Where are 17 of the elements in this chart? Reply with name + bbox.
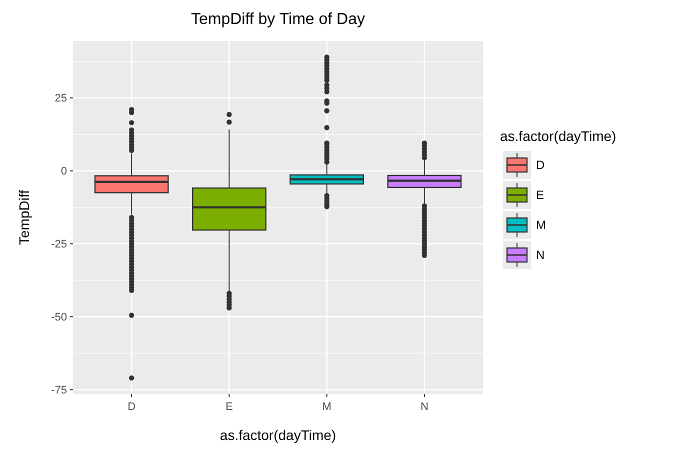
- x-tick-label: E: [226, 401, 233, 413]
- x-tick-label: D: [128, 401, 136, 413]
- x-tick-label: N: [420, 401, 428, 413]
- legend-label: D: [536, 158, 545, 172]
- y-tick-label: -50: [51, 312, 67, 324]
- y-tick-label: -25: [51, 238, 67, 251]
- chart-title: TempDiff by Time of Day: [191, 11, 365, 28]
- y-axis-title: TempDiff: [16, 190, 32, 245]
- y-tick-label: 0: [60, 166, 67, 178]
- x-axis-title: as.factor(dayTime): [220, 427, 336, 443]
- y-tick-label: 25: [54, 92, 67, 105]
- legend-label: N: [536, 248, 545, 262]
- legend-label: E: [536, 188, 544, 202]
- legend-title: as.factor(dayTime): [500, 128, 616, 144]
- y-tick-label: -75: [51, 384, 67, 396]
- x-tick-label: M: [322, 401, 332, 413]
- legend-label: M: [536, 218, 546, 232]
